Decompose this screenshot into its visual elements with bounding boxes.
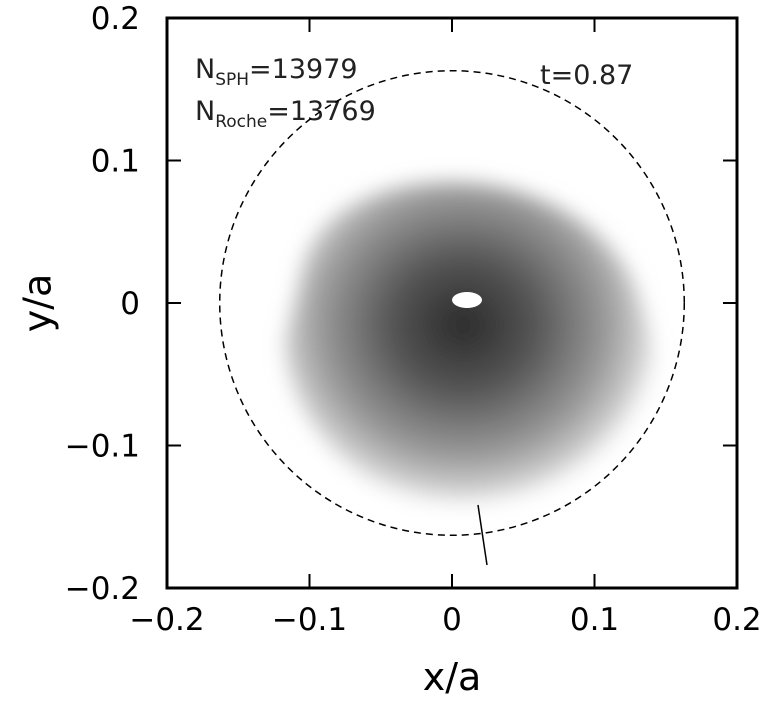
x-tick-label: 0 [442, 602, 462, 638]
value: =13979 [249, 54, 358, 85]
x-tick-label: 0.1 [570, 602, 619, 638]
time-annotation: t=0.87 [540, 60, 633, 91]
y-tick-label: 0 [120, 286, 140, 322]
gas-cloud [285, 181, 657, 522]
roche-lobe [218, 69, 686, 537]
y-tick-label: 0.2 [91, 1, 140, 37]
core [452, 292, 482, 308]
x-axis-label: x/a [423, 655, 482, 699]
y-tick-label: −0.2 [65, 571, 140, 607]
n-roche-annotation: NRoche=13769 [195, 96, 376, 132]
x-tick-label: 0.2 [712, 602, 761, 638]
symbol: N [195, 96, 215, 127]
x-tick-label: −0.2 [129, 602, 204, 638]
y-axis-label: y/a [16, 274, 60, 333]
marker-line [477, 504, 488, 566]
y-tick-label: 0.1 [91, 144, 140, 180]
subscript: SPH [215, 70, 249, 90]
subscript: Roche [215, 112, 267, 132]
value: =13769 [267, 96, 376, 127]
n-sph-annotation: NSPH=13979 [195, 54, 358, 90]
symbol: N [195, 54, 215, 85]
x-tick-label: −0.1 [272, 602, 347, 638]
y-tick-label: −0.1 [65, 429, 140, 465]
